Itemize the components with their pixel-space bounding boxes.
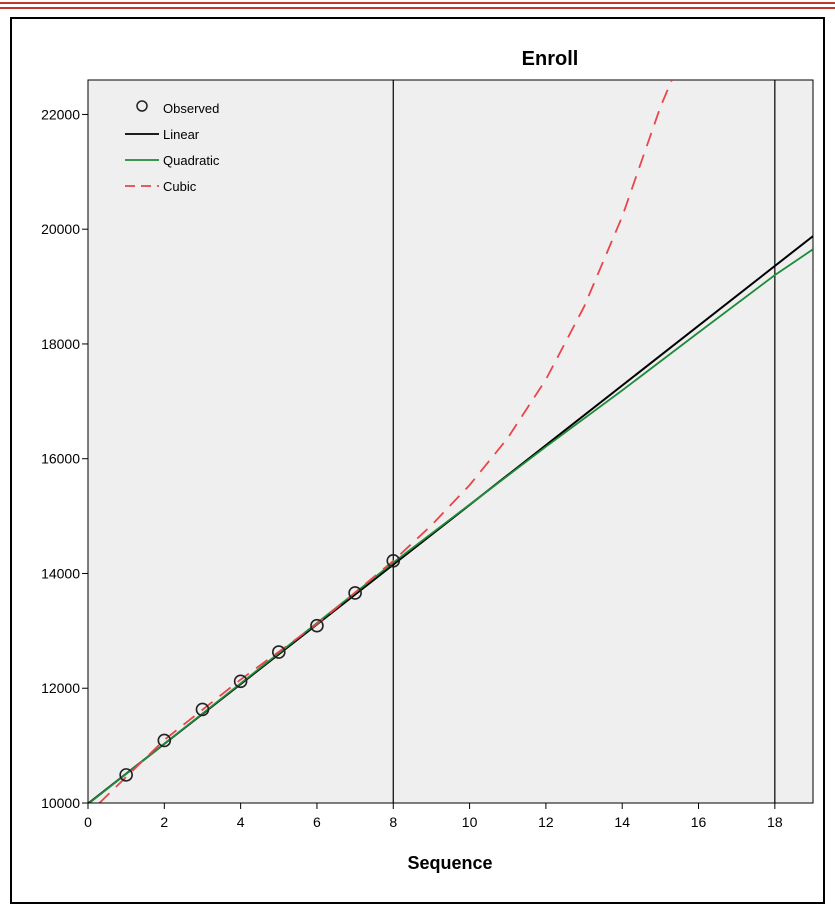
legend-marker-observed (136, 100, 148, 112)
observed-point (386, 554, 401, 568)
y-tick-label: 20000 (41, 221, 80, 237)
top-border-line-inner (0, 7, 835, 9)
y-tick-label: 18000 (41, 336, 80, 352)
chart-frame (10, 17, 825, 904)
observed-point (233, 674, 248, 689)
plot-area (87, 79, 814, 804)
y-tick-label: 14000 (41, 565, 80, 581)
x-tick-label: 10 (462, 814, 478, 830)
series-line-quadratic (88, 248, 813, 803)
y-axis: 10000 12000 14000 16000 18000 20000 22000 (41, 106, 88, 811)
x-tick-label: 18 (767, 814, 783, 830)
series-line-cubic (98, 80, 673, 803)
x-tick-label: 6 (313, 814, 321, 830)
observed-point (157, 733, 172, 748)
observed-point (310, 618, 324, 633)
legend: Observed Linear Quadratic Cubic (125, 100, 220, 194)
x-axis-title: Sequence (407, 853, 492, 873)
top-border-line (0, 2, 835, 4)
x-axis: 0 2 4 6 8 10 12 14 16 18 (84, 803, 783, 830)
legend-label-quadratic: Quadratic (163, 153, 220, 168)
y-tick-label: 10000 (41, 795, 80, 811)
observed-point (119, 768, 133, 782)
legend-label-linear: Linear (163, 127, 200, 142)
observed-point (195, 702, 210, 717)
x-tick-label: 14 (614, 814, 630, 830)
observed-points (119, 554, 401, 782)
y-tick-label: 16000 (41, 451, 80, 467)
x-tick-label: 16 (691, 814, 707, 830)
y-tick-label: 22000 (41, 106, 80, 122)
observed-point (348, 586, 362, 600)
legend-label-cubic: Cubic (163, 179, 197, 194)
x-tick-label: 8 (389, 814, 397, 830)
legend-label-observed: Observed (163, 101, 219, 116)
x-tick-label: 12 (538, 814, 554, 830)
reference-lines (392, 80, 776, 803)
x-tick-label: 0 (84, 814, 92, 830)
observed-point (271, 645, 286, 659)
x-tick-label: 4 (237, 814, 245, 830)
x-tick-label: 2 (160, 814, 168, 830)
y-tick-label: 12000 (41, 680, 80, 696)
chart-title: Enroll (522, 48, 579, 70)
